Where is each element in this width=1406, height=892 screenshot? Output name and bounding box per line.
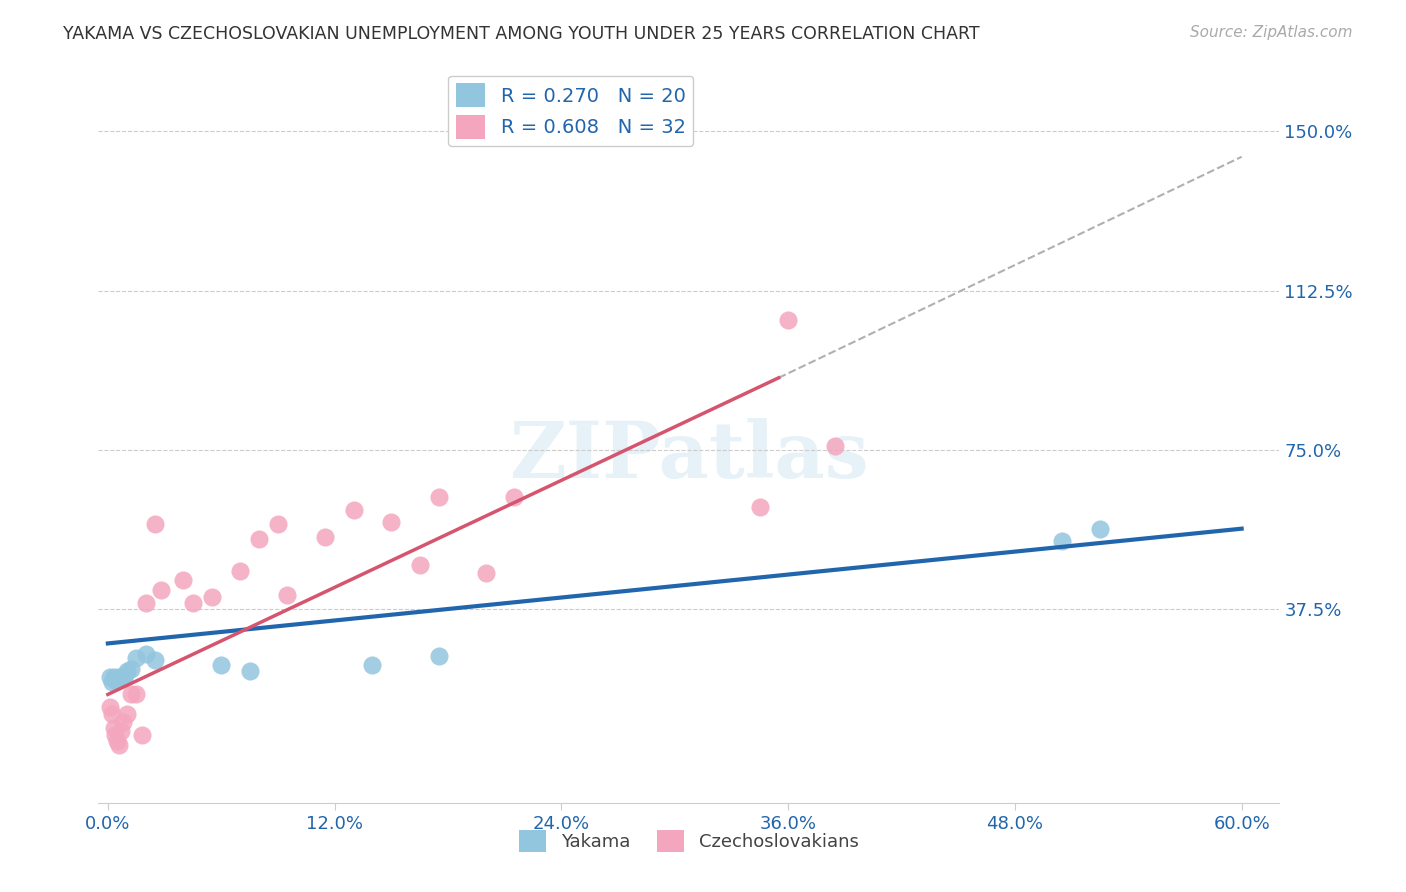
Text: ZIPatlas: ZIPatlas: [509, 418, 869, 494]
Point: [380, 516, 402, 530]
Point: [143, 653, 166, 667]
Text: Source: ZipAtlas.com: Source: ZipAtlas.com: [1189, 25, 1353, 40]
Point: [103, 722, 125, 736]
Point: [427, 490, 450, 504]
Point: [115, 664, 138, 678]
Point: [342, 502, 364, 516]
Point: [475, 566, 498, 581]
Point: [201, 590, 224, 604]
Point: [239, 664, 262, 678]
Text: YAKAMA VS CZECHOSLOVAKIAN UNEMPLOYMENT AMONG YOUTH UNDER 25 YEARS CORRELATION CH: YAKAMA VS CZECHOSLOVAKIAN UNEMPLOYMENT A…: [63, 25, 980, 43]
Point: [115, 706, 138, 721]
Point: [98, 670, 121, 684]
Point: [104, 728, 127, 742]
Point: [110, 723, 132, 738]
Legend: Yakama, Czechoslovakians: Yakama, Czechoslovakians: [512, 822, 866, 859]
Point: [125, 687, 148, 701]
Point: [103, 670, 125, 684]
Point: [100, 674, 122, 689]
Point: [229, 564, 252, 578]
Point: [135, 647, 157, 661]
Point: [108, 670, 131, 684]
Point: [247, 533, 270, 547]
Point: [111, 670, 134, 684]
Point: [98, 700, 121, 714]
Point: [143, 517, 166, 532]
Point: [100, 706, 122, 721]
Point: [105, 673, 128, 687]
Point: [114, 668, 136, 682]
Point: [427, 649, 450, 664]
Point: [276, 588, 298, 602]
Point: [1050, 534, 1073, 549]
Point: [824, 439, 846, 453]
Point: [267, 517, 290, 532]
Point: [105, 734, 128, 748]
Point: [778, 313, 800, 327]
Point: [748, 500, 770, 515]
Point: [125, 651, 148, 665]
Point: [131, 728, 153, 742]
Point: [361, 657, 384, 672]
Point: [111, 714, 134, 729]
Point: [120, 662, 142, 676]
Point: [135, 596, 157, 610]
Point: [108, 739, 131, 753]
Point: [314, 530, 336, 544]
Point: [503, 490, 526, 504]
Point: [149, 583, 172, 598]
Point: [110, 670, 132, 684]
Point: [172, 573, 194, 587]
Point: [120, 687, 142, 701]
Point: [408, 558, 430, 572]
Point: [209, 657, 232, 672]
Point: [104, 673, 127, 687]
Point: [181, 596, 204, 610]
Point: [1088, 522, 1111, 536]
